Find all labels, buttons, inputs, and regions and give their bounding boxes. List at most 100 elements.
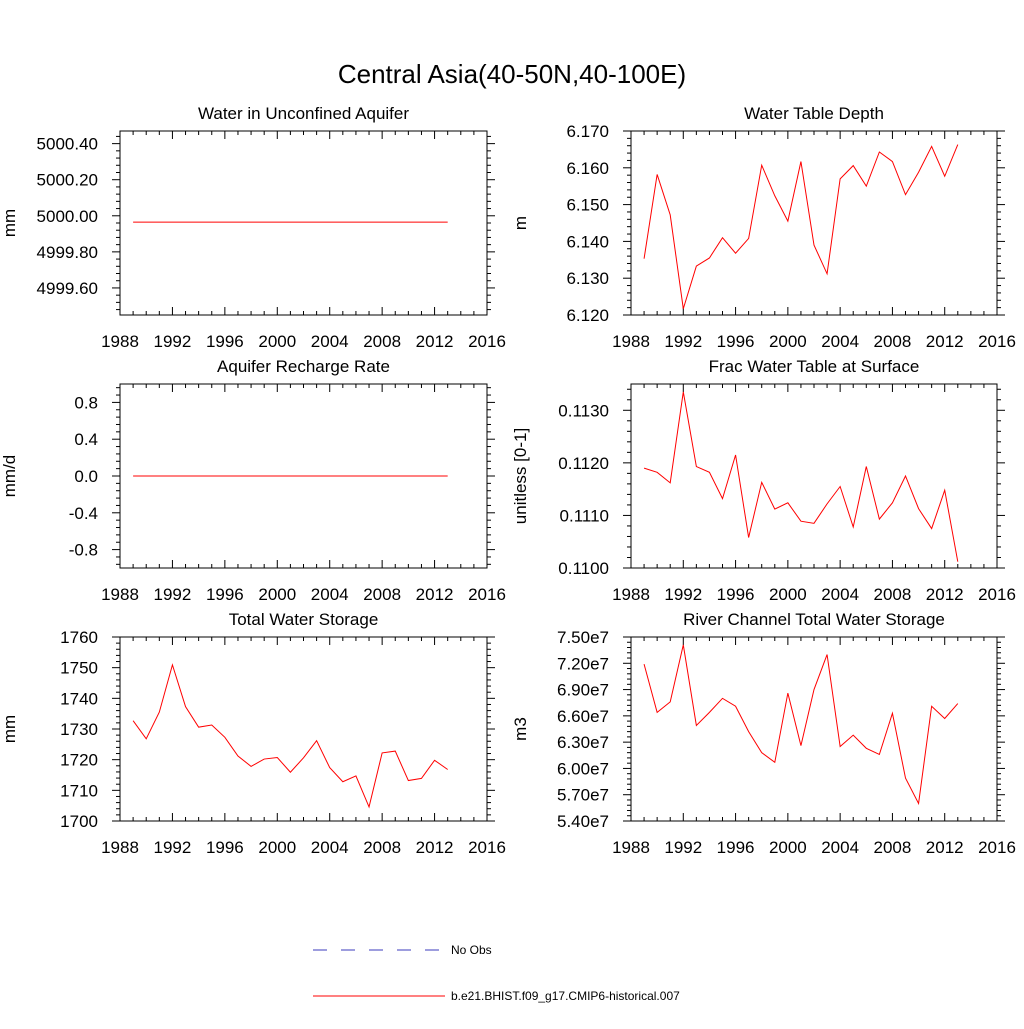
x-tick-label: 2000 [258,585,296,604]
panel-title: Water Table Depth [744,104,884,123]
panels: Water in Unconfined Aquifer mm 1988 1992 199… [0,104,1016,857]
x-tick-label: 1996 [717,585,755,604]
y-tick-label: 1730 [60,720,98,739]
x-tick-label: 2008 [874,838,912,857]
y-tick-label: 6.90e7 [557,681,609,700]
y-tick-label: 0.1120 [558,454,609,473]
y-tick-label: 1760 [60,628,98,647]
x-tick-label: 2004 [821,332,859,351]
y-tick-label: 0.4 [74,430,98,449]
x-tick-label: 2012 [926,585,964,604]
x-tick-label: 1996 [717,838,755,857]
y-tick-label: 6.150 [566,196,609,215]
series-line [133,665,448,807]
y-tick-label: 6.140 [566,232,609,251]
y-tick-label: 1740 [60,689,98,708]
x-tick-label: 1996 [206,332,244,351]
x-tick-label: 2004 [311,838,349,857]
y-axis-label: m3 [511,717,530,741]
x-tick-label: 1992 [664,585,702,604]
x-tick-label: 1988 [612,585,650,604]
series-line [644,645,958,804]
panel-title: Water in Unconfined Aquifer [198,104,409,123]
x-tick-label: 2008 [874,585,912,604]
x-tick-label: 2000 [258,332,296,351]
y-tick-label: 4999.60 [37,279,98,298]
x-tick-label: 2004 [311,585,349,604]
y-tick-label: 6.160 [566,159,609,178]
y-tick-label: 5000.00 [37,207,98,226]
x-tick-label: 2008 [363,585,401,604]
panel-title: Total Water Storage [229,610,379,629]
panel-2: Water Table Depth m 1988 1992 1996 2000 2004 20… [511,104,1016,351]
series-line [644,145,958,309]
y-tick-label: 4999.80 [37,243,98,262]
x-tick-label: 2008 [874,332,912,351]
x-tick-label: 1992 [664,332,702,351]
y-tick-label: -0.4 [69,504,98,523]
panel-1: Water in Unconfined Aquifer mm 1988 1992 199… [0,104,506,351]
y-tick-label: 0.1130 [558,401,609,420]
series-line [644,392,958,562]
x-tick-label: 2004 [311,332,349,351]
plot-frame [631,131,997,315]
y-tick-label: 1720 [60,751,98,770]
y-tick-label: 1750 [60,659,98,678]
panel-title: River Channel Total Water Storage [683,610,945,629]
x-tick-label: 2012 [926,838,964,857]
y-axis-label: unitless [0-1] [511,428,530,524]
y-tick-label: 6.120 [566,306,609,325]
x-tick-label: 1988 [101,585,139,604]
x-tick-label: 1992 [664,838,702,857]
y-tick-label: 0.0 [74,467,98,486]
y-tick-label: 5.70e7 [557,786,609,805]
y-axis-label: m [511,216,530,230]
plot-frame [631,384,997,568]
x-tick-label: 2012 [416,585,454,604]
x-tick-label: 1992 [154,838,192,857]
y-tick-label: 5000.40 [37,135,98,154]
x-tick-label: 1996 [206,585,244,604]
y-axis-label: mm [0,715,19,743]
x-tick-label: 1988 [612,332,650,351]
y-tick-label: 0.1110 [560,506,609,525]
x-tick-label: 1992 [154,585,192,604]
x-tick-label: 2000 [769,838,807,857]
legend-label-model: b.e21.BHIST.f09_g17.CMIP6-historical.007 [451,989,680,1003]
y-tick-label: 5.40e7 [557,812,609,831]
x-tick-label: 2016 [978,838,1016,857]
x-tick-label: 1988 [101,332,139,351]
main-title: Central Asia(40-50N,40-100E) [338,59,686,89]
y-tick-label: 6.130 [566,269,609,288]
plot-frame [120,637,487,821]
x-tick-label: 2004 [821,585,859,604]
x-tick-label: 2016 [468,838,506,857]
y-tick-label: -0.8 [69,541,98,560]
y-axis-label: mm [0,209,19,237]
x-tick-label: 1996 [717,332,755,351]
x-tick-label: 2012 [416,332,454,351]
x-tick-label: 2016 [468,332,506,351]
x-tick-label: 1992 [154,332,192,351]
x-tick-label: 1988 [101,838,139,857]
y-tick-label: 7.20e7 [557,654,609,673]
y-tick-label: 1710 [60,781,98,800]
x-tick-label: 2008 [363,332,401,351]
y-tick-label: 1700 [60,812,98,831]
y-tick-label: 5000.20 [37,171,98,190]
legend-label-no-obs: No Obs [451,943,492,957]
y-tick-label: 7.50e7 [557,628,609,647]
legend: No Obs b.e21.BHIST.f09_g17.CMIP6-histori… [313,943,680,1003]
x-tick-label: 1996 [206,838,244,857]
y-tick-label: 0.1100 [558,559,609,578]
y-axis-label: mm/d [0,455,19,498]
x-tick-label: 2016 [978,332,1016,351]
x-tick-label: 2000 [769,332,807,351]
plot-frame [120,131,487,315]
panel-title: Aquifer Recharge Rate [217,357,390,376]
